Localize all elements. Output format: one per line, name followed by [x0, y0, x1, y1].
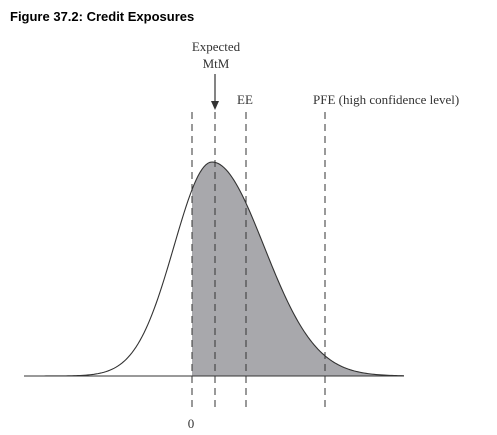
positive-exposure-area: [192, 162, 404, 376]
zero-label: 0: [188, 416, 195, 431]
pfe-label: PFE (high confidence level): [313, 92, 459, 107]
ee-label: EE: [237, 92, 253, 107]
figure-title: Figure 37.2: Credit Exposures: [10, 9, 195, 24]
exposure-distribution-curve: [24, 161, 405, 377]
down-arrow-icon: [211, 74, 219, 110]
expected-mtm-label-line1: Expected: [192, 39, 241, 54]
expected-mtm-label-line2: MtM: [203, 56, 230, 71]
